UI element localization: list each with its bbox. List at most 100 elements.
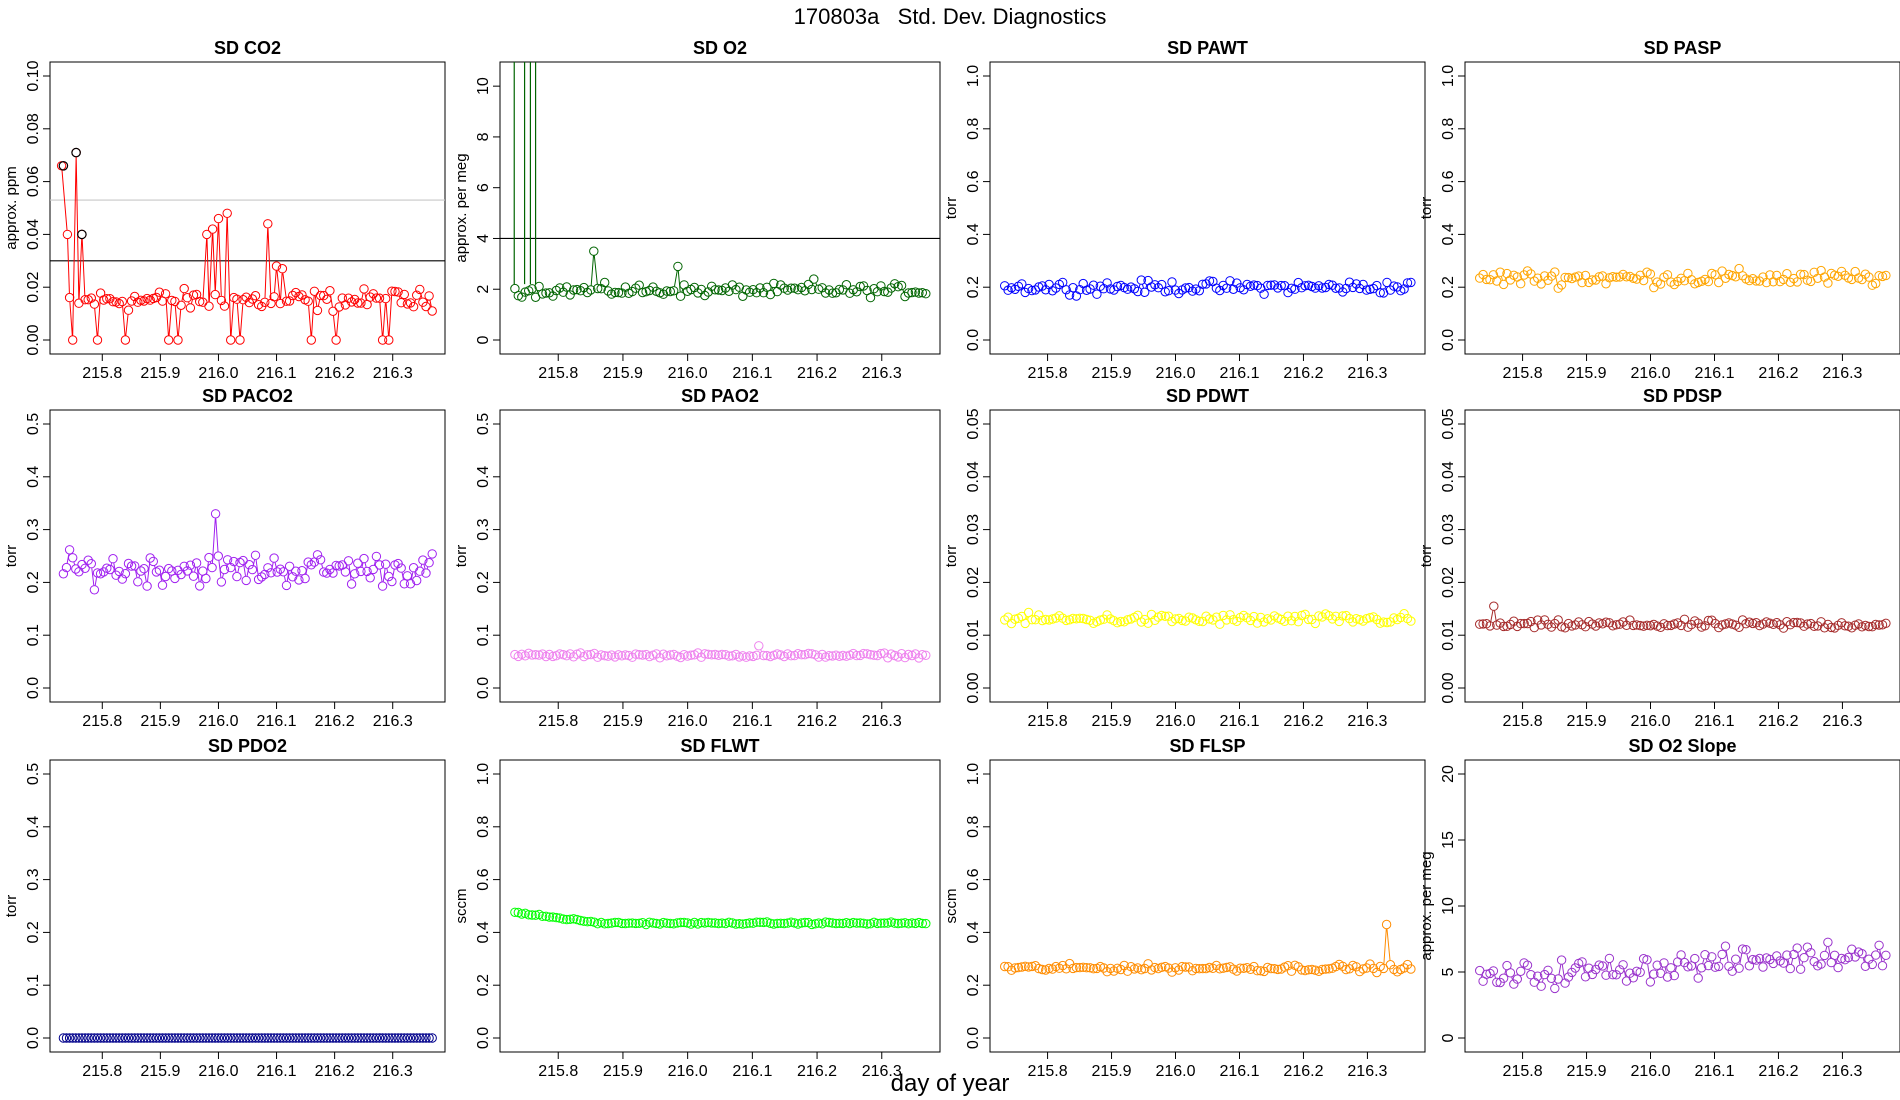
data-point <box>319 1033 329 1043</box>
data-point <box>682 651 693 661</box>
data-point <box>188 1033 199 1043</box>
panel-title: SD FLSP <box>1169 736 1245 756</box>
data-point <box>1283 961 1293 971</box>
data-point <box>1512 621 1523 632</box>
data-point <box>565 914 575 924</box>
data-point <box>1136 275 1147 285</box>
data-point <box>1495 267 1505 277</box>
data-point <box>1662 972 1673 982</box>
data-point <box>232 1033 242 1043</box>
panel-sd-pao2: SD PAO2 0.0 0.1 0.2 0.3 0.4 0.5 torr 215.8 215.9 2… <box>453 386 941 730</box>
data-point <box>579 282 589 293</box>
y-axis-label: torr <box>3 895 20 918</box>
y-tick-label: 0 <box>475 335 492 344</box>
series-line <box>1138 284 1387 289</box>
data-point <box>858 648 869 659</box>
series-line <box>61 157 432 336</box>
data-point <box>1017 279 1027 289</box>
data-point <box>1806 618 1816 629</box>
data-point <box>213 551 224 561</box>
data-point <box>1669 279 1680 290</box>
data-point <box>1129 284 1140 294</box>
data-point <box>1358 279 1368 290</box>
data-point <box>281 296 292 306</box>
data-point <box>123 1033 134 1043</box>
panel-title: SD PACO2 <box>202 386 293 406</box>
y-tick-label: 0.8 <box>1440 118 1457 140</box>
data-point <box>272 567 282 577</box>
data-point <box>387 1033 397 1043</box>
data-point <box>229 556 239 567</box>
data-point <box>1737 271 1748 281</box>
data-point <box>1204 962 1215 973</box>
data-point <box>1232 966 1242 976</box>
data-point <box>89 1033 100 1043</box>
data-point <box>786 651 796 661</box>
y-tick-label: 0.2 <box>25 921 42 943</box>
data-point <box>1823 278 1833 288</box>
data-point <box>665 650 675 660</box>
data-point <box>810 919 820 929</box>
data-point <box>745 287 755 297</box>
data-point <box>745 651 755 661</box>
data-point <box>145 553 155 563</box>
data-point <box>126 1033 137 1043</box>
x-tick-label: 216.2 <box>797 1063 837 1080</box>
data-point <box>331 335 341 345</box>
series-line <box>1490 610 1497 622</box>
data-point <box>387 286 397 296</box>
data-point <box>371 293 382 303</box>
data-point <box>1153 283 1164 293</box>
data-point <box>1806 948 1816 958</box>
data-point <box>1533 971 1543 981</box>
data-point <box>86 559 97 569</box>
data-point <box>1847 274 1857 285</box>
x-tick-label: 216.2 <box>1758 1063 1798 1080</box>
data-point <box>1177 961 1187 972</box>
data-point <box>1327 280 1338 290</box>
data-point <box>803 648 814 659</box>
data-point <box>1211 960 1222 971</box>
data-point <box>130 561 140 571</box>
data-point <box>133 577 143 587</box>
data-point <box>1208 963 1218 973</box>
data-point <box>900 918 910 928</box>
data-point <box>1608 621 1618 631</box>
data-point <box>803 279 814 290</box>
data-point <box>1174 288 1184 299</box>
data-point <box>213 1033 224 1043</box>
x-tick-label: 216.0 <box>198 365 238 382</box>
data-point <box>848 917 858 928</box>
data-point <box>238 1033 248 1043</box>
data-point <box>281 1033 292 1043</box>
data-point <box>627 652 637 662</box>
data-point <box>1034 282 1044 292</box>
data-point <box>1570 620 1581 630</box>
data-point <box>1368 612 1379 622</box>
data-point <box>1512 974 1523 984</box>
data-point <box>1239 963 1249 973</box>
data-point <box>1027 961 1037 972</box>
y-tick-label: 0.02 <box>25 272 42 303</box>
data-point <box>151 1033 162 1043</box>
data-point <box>1533 615 1543 625</box>
data-point <box>1546 973 1557 983</box>
y-tick-label: 0.2 <box>475 571 492 593</box>
data-point <box>651 918 662 929</box>
data-point <box>890 279 900 289</box>
data-point <box>201 573 211 584</box>
data-point <box>315 555 326 565</box>
data-point <box>277 264 288 274</box>
data-point <box>294 575 304 585</box>
data-point <box>185 303 196 313</box>
y-tick-label: 0.4 <box>475 921 492 943</box>
data-point <box>537 911 548 921</box>
data-point <box>412 575 422 586</box>
data-point <box>896 918 907 928</box>
data-point <box>244 297 255 308</box>
data-point <box>1225 610 1235 620</box>
data-point <box>331 560 341 571</box>
data-point <box>300 573 310 584</box>
data-point <box>1030 285 1041 295</box>
data-point <box>120 335 131 345</box>
